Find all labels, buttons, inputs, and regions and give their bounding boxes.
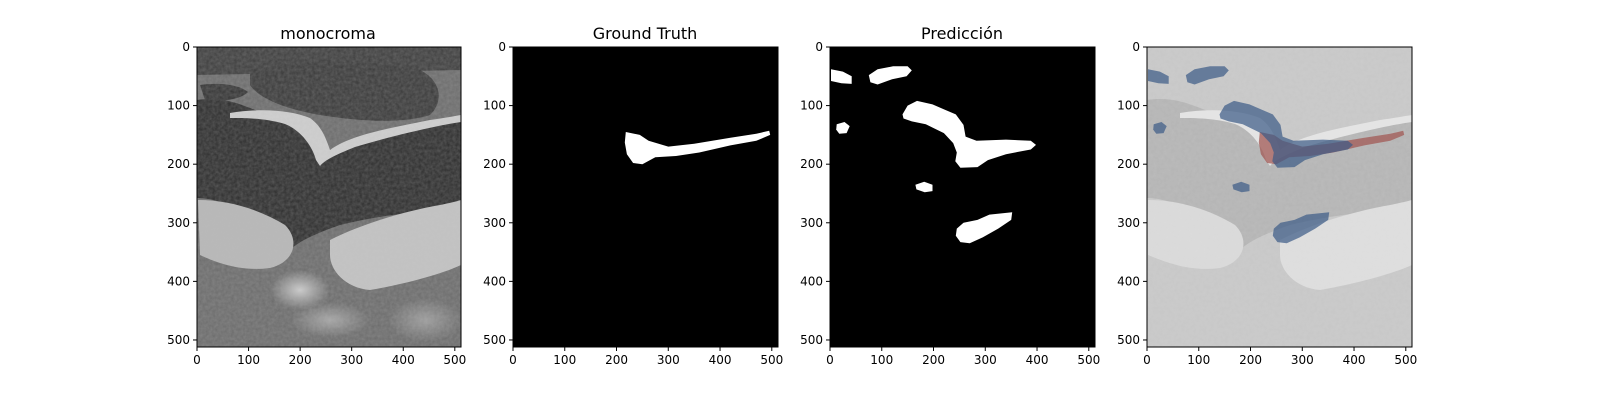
- x-tick-label: 400: [1026, 353, 1049, 367]
- mask-region: [868, 66, 912, 85]
- y-tick-label: 400: [800, 274, 823, 288]
- x-tick-label: 0: [193, 353, 201, 367]
- x-tick-label: 300: [657, 353, 680, 367]
- panel-ground-truth: Ground Truth 0 100 200 300 400 50001002003004…: [483, 24, 783, 367]
- x-tick-label: 200: [605, 353, 628, 367]
- ov-speckle: [1147, 47, 1412, 347]
- overlay-pred-region: [1185, 66, 1229, 85]
- y-tick-label: 500: [1117, 333, 1140, 347]
- overlay-background: [1147, 47, 1412, 347]
- mask-region: [955, 212, 1013, 244]
- y-tick-label: 0: [498, 40, 506, 54]
- us-speckle: [197, 47, 461, 347]
- mask-background: [513, 47, 778, 347]
- mask-background: [830, 47, 1095, 347]
- mask-region: [915, 181, 933, 193]
- x-tick-label: 100: [870, 353, 893, 367]
- panel-monocroma: monocroma 0 100 200 300 400 50001002003004005…: [167, 24, 466, 367]
- overlay-pred-region: [1153, 122, 1167, 134]
- x-tick-label: 0: [1143, 353, 1151, 367]
- y-tick-label: 100: [800, 99, 823, 113]
- y-tick-label: 400: [1117, 274, 1140, 288]
- y-tick-label: 400: [167, 274, 190, 288]
- panel-prediction: Predicción 0 100 200 300 400 5000100200300400…: [800, 24, 1100, 367]
- axes-frame: [512, 46, 779, 348]
- overlay-pred-region: [1219, 100, 1353, 168]
- x-tick-label: 400: [709, 353, 732, 367]
- y-tick-label: 200: [1117, 157, 1140, 171]
- x-tick-label: 200: [289, 353, 312, 367]
- y-tick-label: 0: [182, 40, 190, 54]
- y-tick-label: 500: [167, 333, 190, 347]
- overlay-pred-region: [1148, 69, 1169, 84]
- x-tick-label: 300: [974, 353, 997, 367]
- y-tick-label: 500: [800, 333, 823, 347]
- axes-frame: [196, 46, 462, 348]
- overlay-pred-region: [1272, 212, 1330, 244]
- y-tick-label: 300: [483, 216, 506, 230]
- y-tick-label: 0: [1132, 40, 1140, 54]
- x-tick-label: 0: [509, 353, 517, 367]
- y-tick-label: 300: [167, 216, 190, 230]
- panel-title: Ground Truth: [593, 24, 698, 43]
- overlay-pred-region: [1232, 181, 1250, 193]
- x-tick-label: 500: [1077, 353, 1100, 367]
- overlay-prediction: [1148, 66, 1353, 244]
- ultrasound-image: [197, 47, 463, 347]
- y-tick-label: 100: [483, 99, 506, 113]
- mask-region: [902, 100, 1036, 168]
- mask-region: [624, 130, 771, 165]
- x-tick-label: 400: [392, 353, 415, 367]
- x-tick-label: 100: [1187, 353, 1210, 367]
- mask-regions: [831, 66, 1036, 244]
- x-tick-label: 500: [1394, 353, 1417, 367]
- y-tick-label: 100: [167, 99, 190, 113]
- mask-regions: [624, 130, 771, 165]
- x-tick-label: 100: [553, 353, 576, 367]
- x-tick-label: 100: [237, 353, 260, 367]
- y-tick-label: 500: [483, 333, 506, 347]
- y-tick-label: 200: [483, 157, 506, 171]
- y-tick-label: 300: [1117, 216, 1140, 230]
- y-tick-label: 400: [483, 274, 506, 288]
- panel-title: monocroma: [280, 24, 376, 43]
- mask-region: [836, 122, 850, 134]
- x-tick-label: 500: [443, 353, 466, 367]
- y-tick-label: 100: [1117, 99, 1140, 113]
- x-tick-label: 300: [340, 353, 363, 367]
- x-tick-label: 300: [1291, 353, 1314, 367]
- y-tick-label: 0: [815, 40, 823, 54]
- y-tick-label: 300: [800, 216, 823, 230]
- axes-frame: [829, 46, 1096, 348]
- panel-title: Predicción: [921, 24, 1003, 43]
- x-tick-label: 200: [922, 353, 945, 367]
- x-tick-label: 0: [826, 353, 834, 367]
- x-tick-label: 500: [760, 353, 783, 367]
- axes-frame: [1146, 46, 1413, 348]
- mask-region: [831, 69, 852, 84]
- y-tick-label: 200: [167, 157, 190, 171]
- x-tick-label: 200: [1239, 353, 1262, 367]
- x-tick-label: 400: [1343, 353, 1366, 367]
- y-tick-label: 200: [800, 157, 823, 171]
